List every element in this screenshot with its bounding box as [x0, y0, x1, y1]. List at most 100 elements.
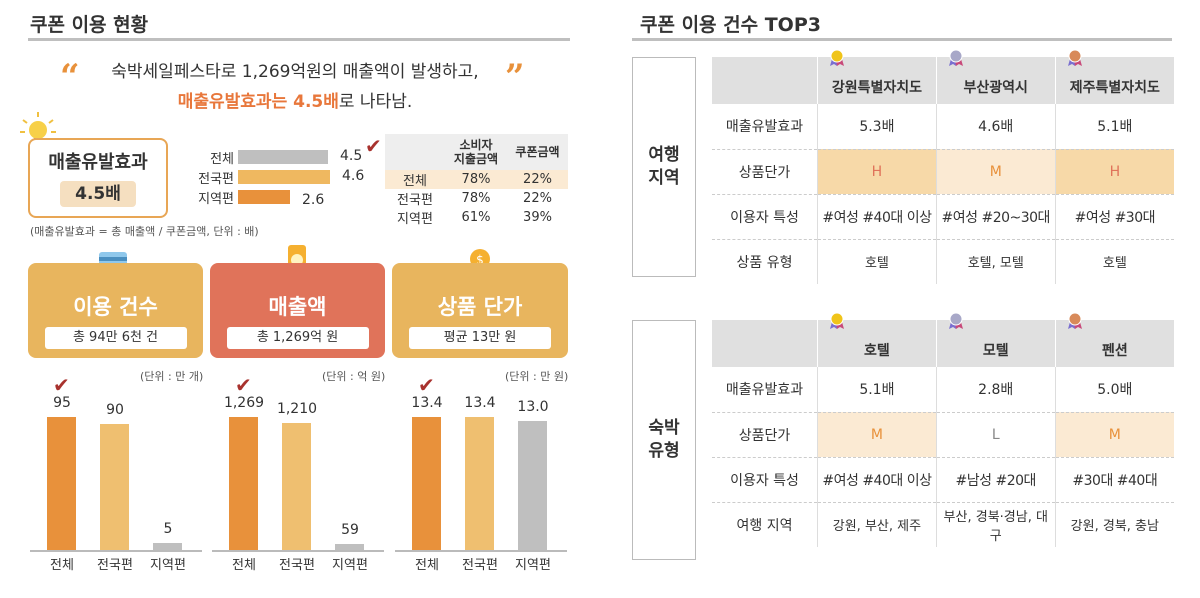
bar-category-label: 전국편	[279, 558, 315, 573]
bar-value-label: 13.4	[464, 395, 496, 411]
table-cell: 지역편	[397, 212, 433, 227]
spend-ratio-table: 소비자 지출금액 쿠폰금액 전체 78% 22% 전국편 78% 22% 지역편…	[385, 134, 568, 227]
table-header-empty	[712, 320, 818, 367]
table-header-cell: 호텔	[817, 312, 937, 367]
bar-value-label: 1,210	[276, 401, 318, 417]
card-title: 매출액	[268, 295, 327, 319]
table-cell: H	[817, 149, 937, 195]
table-header-cell: 제주특별자치도	[1054, 49, 1174, 104]
bar-category-label: 전체	[415, 558, 439, 573]
effect-box: 매출유발효과 4.5배	[28, 138, 168, 218]
bar	[518, 421, 547, 550]
table-cell: #여성 #30대	[1054, 194, 1174, 240]
x-axis	[30, 550, 202, 552]
table-header-cell: 강원특별자치도	[817, 49, 937, 104]
bar-value-label: 2.6	[302, 192, 325, 208]
table-cell: M	[935, 149, 1056, 195]
table-cell: #남성 #20대	[935, 457, 1056, 503]
table-row: 이용자 특성 #여성 #40대 이상 #남성 #20대 #30대 #40대	[712, 457, 1174, 503]
table-header-cell: 모텔	[935, 312, 1056, 367]
card-sales: 매출액 총 1,269억 원	[210, 263, 385, 358]
table-header-cell: 펜션	[1054, 312, 1174, 367]
check-icon: ✔	[235, 373, 252, 397]
formula-note: (매출유발효과 = 총 매출액 / 쿠폰금액, 단위 : 배)	[30, 225, 259, 238]
medal-icon	[1067, 49, 1082, 66]
card-unit-price: 상품 단가 평균 13만 원	[392, 263, 568, 358]
effect-value: 4.5배	[60, 181, 136, 207]
table-header-coupon: 쿠폰금액	[507, 134, 568, 170]
row-header: 상품단가	[712, 412, 818, 458]
intro-highlight: 매출유발효과는 4.5배	[177, 92, 339, 112]
table-header-empty	[385, 134, 445, 170]
bar	[412, 417, 441, 550]
bar	[47, 417, 76, 550]
bar-category-label: 지역편	[515, 558, 551, 573]
row-header: 이용자 특성	[712, 457, 818, 503]
table-cell: 강원, 부산, 제주	[817, 502, 937, 547]
table-row: 전국편 78% 22%	[385, 189, 568, 208]
table-cell: 강원, 경북, 충남	[1054, 502, 1174, 547]
table-cell: 5.1배	[817, 367, 937, 413]
row-header: 이용자 특성	[712, 194, 818, 240]
table-cell: M	[817, 412, 937, 458]
effect-title: 매출유발효과	[48, 152, 148, 173]
table-row: 상품 유형 호텔 호텔, 모텔 호텔	[712, 239, 1174, 284]
table-cell: 61%	[461, 210, 491, 225]
table-header-consumer: 소비자 지출금액	[445, 134, 507, 170]
medal-icon	[948, 49, 963, 66]
table-cell: 5.1배	[1054, 104, 1174, 150]
table-header-label: 강원특별자치도	[831, 79, 922, 96]
effect-bar-chart: 전체 4.5 전국편 4.6 지역편 2.6 ✔	[190, 134, 390, 220]
table-cell: 전체	[403, 174, 427, 189]
table-header-empty	[712, 57, 818, 104]
bar-category-label: 지역편	[150, 558, 186, 573]
usage-count-bar-chart: 95 전체 90 전국편 5 지역편 ✔	[30, 373, 202, 580]
table-cell: 22%	[523, 191, 552, 206]
right-section-title: 쿠폰 이용 건수 TOP3	[640, 14, 821, 36]
table-row: 여행 지역 강원, 부산, 제주 부산, 경북·경남, 대구 강원, 경북, 충남	[712, 502, 1174, 547]
table-cell: 전국편	[397, 193, 433, 208]
unit-label: (단위 : 만 개)	[140, 370, 204, 383]
unit-price-bar-chart: 13.4 전체 13.4 전국편 13.0 지역편 ✔	[395, 373, 567, 580]
table-header-row: 강원특별자치도 부산광역시 제주특별자치도	[712, 49, 1174, 104]
quote-close-icon: ”	[505, 57, 525, 97]
x-axis	[395, 550, 567, 552]
unit-label: (단위 : 만 원)	[505, 370, 569, 383]
table-row: 매출유발효과 5.1배 2.8배 5.0배	[712, 367, 1174, 413]
bar-value-label: 59	[341, 522, 359, 538]
table-cell: L	[935, 412, 1056, 458]
bar	[238, 190, 290, 204]
sales-bar-chart: 1,269 전체 1,210 전국편 59 지역편 ✔	[212, 373, 384, 580]
card-value: 총 1,269억 원	[226, 327, 369, 349]
bar	[229, 417, 258, 550]
table-cell: 호텔	[1054, 239, 1174, 284]
table-cell: 4.6배	[935, 104, 1056, 150]
table-cell: 호텔, 모텔	[935, 239, 1056, 284]
table-header-label: 제주특별자치도	[1069, 79, 1160, 96]
row-header: 여행 지역	[736, 517, 793, 534]
bar	[100, 424, 129, 550]
table-header-label: 부산광역시	[963, 79, 1028, 96]
quote-open-icon: “	[60, 57, 80, 97]
unit-label: (단위 : 억 원)	[322, 370, 386, 383]
table-cell: M	[1054, 412, 1174, 458]
bar-category-label: 전국편	[97, 558, 133, 573]
card-title: 상품 단가	[437, 295, 523, 319]
lodging-type-table: 호텔 모텔 펜션 매출유발효과 5.1배 2.8배 5.0배 상품단가 M L M 이용자 특성 #여성…	[712, 312, 1174, 547]
row-header: 상품 유형	[736, 254, 793, 271]
bar-value-label: 13.4	[411, 395, 443, 411]
bar	[282, 423, 311, 550]
row-header: 매출유발효과	[712, 104, 818, 150]
table-cell: 부산, 경북·경남, 대구	[935, 502, 1056, 547]
bar-category-label: 지역편	[332, 558, 368, 573]
table-row: 상품단가 M L M	[712, 412, 1174, 458]
table-header-row: 호텔 모텔 펜션	[712, 312, 1174, 367]
bar-value-label: 4.6	[342, 168, 365, 184]
table-header-label: 호텔	[864, 342, 890, 359]
card-value: 평균 13만 원	[409, 327, 551, 349]
table-cell: 호텔	[817, 239, 937, 284]
intro-line-2: 매출유발효과는 4.5배로 나타남.	[15, 87, 575, 117]
check-icon: ✔	[418, 373, 435, 397]
travel-region-label: 여행 지역	[632, 57, 696, 277]
card-value: 총 94만 6천 건	[44, 327, 187, 349]
